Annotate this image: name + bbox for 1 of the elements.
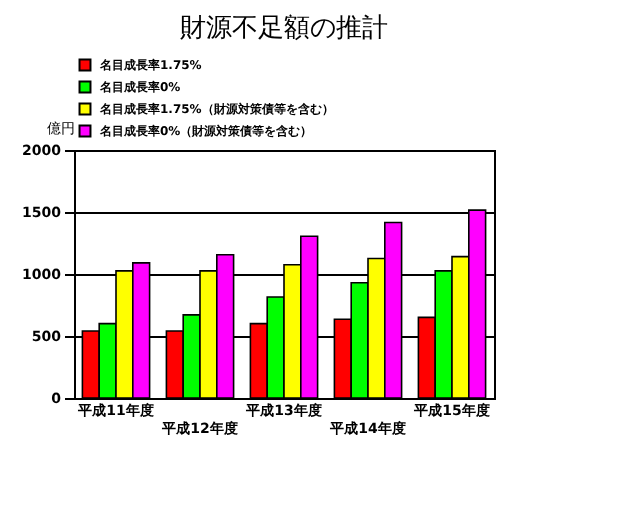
- chart-title: 財源不足額の推計: [180, 14, 388, 44]
